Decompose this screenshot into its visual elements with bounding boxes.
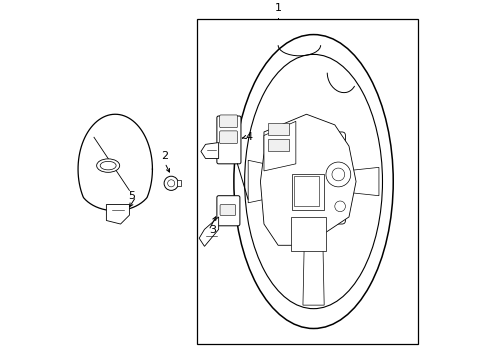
Ellipse shape bbox=[97, 159, 120, 172]
Circle shape bbox=[167, 180, 174, 187]
Text: 1: 1 bbox=[274, 3, 281, 13]
Bar bbox=[268, 139, 289, 152]
Ellipse shape bbox=[233, 35, 392, 329]
Polygon shape bbox=[302, 220, 324, 305]
Ellipse shape bbox=[244, 54, 382, 309]
Text: 2: 2 bbox=[161, 151, 168, 161]
FancyBboxPatch shape bbox=[217, 116, 241, 164]
Polygon shape bbox=[264, 121, 295, 171]
Polygon shape bbox=[260, 114, 355, 245]
FancyBboxPatch shape bbox=[220, 204, 235, 216]
Ellipse shape bbox=[100, 161, 116, 170]
Bar bbox=[293, 176, 318, 206]
FancyBboxPatch shape bbox=[281, 132, 345, 224]
Bar bbox=[196, 19, 417, 345]
Bar bbox=[268, 123, 289, 135]
Polygon shape bbox=[345, 167, 378, 196]
Polygon shape bbox=[248, 160, 281, 203]
Text: 4: 4 bbox=[245, 132, 252, 142]
FancyBboxPatch shape bbox=[219, 131, 237, 144]
Polygon shape bbox=[199, 217, 218, 246]
FancyBboxPatch shape bbox=[219, 115, 237, 128]
Circle shape bbox=[164, 176, 178, 190]
Circle shape bbox=[331, 168, 344, 181]
Bar bbox=[290, 217, 325, 251]
Circle shape bbox=[334, 201, 345, 212]
Polygon shape bbox=[106, 204, 129, 224]
Polygon shape bbox=[201, 143, 218, 158]
Circle shape bbox=[325, 162, 350, 187]
Text: 3: 3 bbox=[209, 225, 216, 235]
Bar bbox=[292, 175, 324, 210]
Bar bbox=[176, 180, 181, 186]
Text: 5: 5 bbox=[128, 192, 135, 201]
FancyBboxPatch shape bbox=[217, 196, 240, 226]
